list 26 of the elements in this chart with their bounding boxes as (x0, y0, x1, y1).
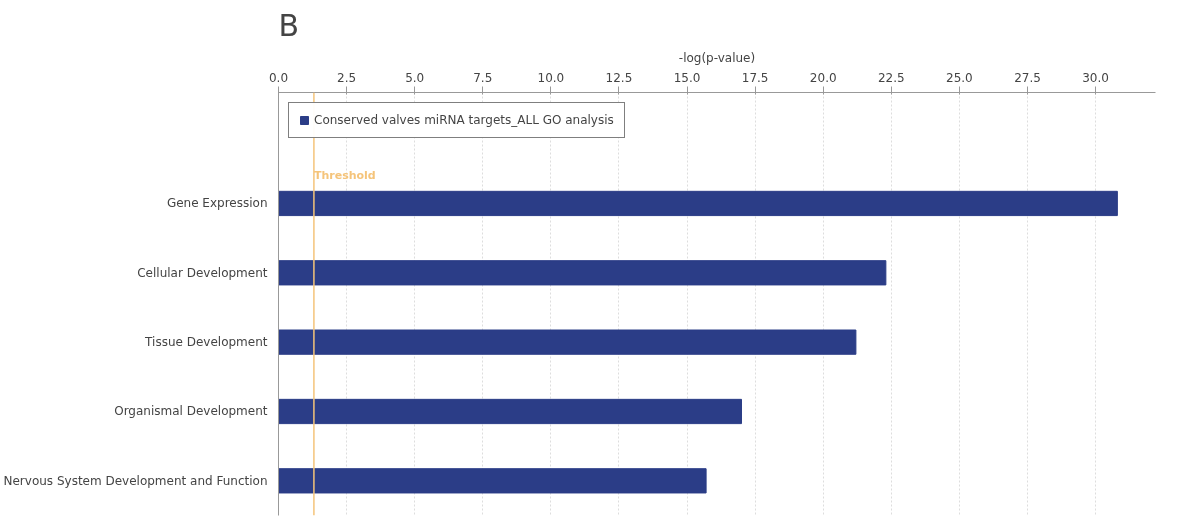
y-tick-label: Organismal Development (114, 404, 268, 419)
bar (278, 190, 1118, 217)
bar (278, 468, 707, 494)
bar (278, 260, 887, 286)
bar (278, 329, 857, 355)
x-tick-label: 27.5 (1014, 70, 1041, 85)
x-tick-label: 0.0 (268, 70, 289, 85)
x-tick-label: 2.5 (337, 70, 357, 85)
x-tick-label: 7.5 (473, 70, 493, 85)
x-tick-label: 25.0 (946, 70, 973, 85)
x-tick-label: 20.0 (809, 70, 837, 85)
bar (278, 398, 743, 425)
y-tick-label: Nervous System Development and Function (3, 473, 268, 488)
x-tick-label: 15.0 (673, 70, 701, 85)
x-tick-label: 30.0 (1082, 70, 1109, 85)
x-axis-title: -log(p-value) (678, 50, 756, 65)
x-tick-label: 5.0 (405, 70, 425, 85)
y-tick-label: Gene Expression (166, 196, 268, 211)
x-tick-label: 10.0 (537, 70, 565, 85)
legend-label: Conserved valves miRNA targets_ALL GO analysis (314, 113, 614, 127)
x-tick-label: 17.5 (741, 70, 769, 85)
x-tick-label: 22.5 (877, 70, 905, 85)
text: B (278, 7, 300, 43)
y-tick-label: Cellular Development (137, 265, 268, 280)
x-tick-label: 12.5 (605, 70, 633, 85)
y-tick-label: Tissue Development (144, 335, 268, 350)
